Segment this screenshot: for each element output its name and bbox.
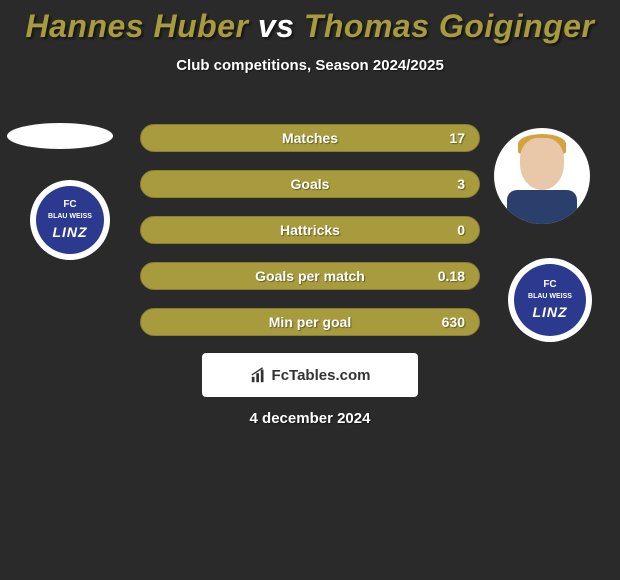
logo-linz: LINZ xyxy=(52,224,87,241)
logo-middle: BLAU WEISS xyxy=(48,213,92,221)
vs-text: vs xyxy=(258,8,295,44)
logo-middle: BLAU WEISS xyxy=(528,293,572,301)
date: 4 december 2024 xyxy=(250,410,371,427)
stat-bar-goals: Goals 3 xyxy=(140,170,480,198)
page-title: Hannes Huber vs Thomas Goiginger xyxy=(0,0,620,45)
club-logo-inner: FC BLAU WEISS LINZ xyxy=(36,186,104,254)
stat-label: Matches xyxy=(282,130,338,146)
watermark-text: FcTables.com xyxy=(272,367,371,384)
stats-container: Matches 17 Goals 3 Hattricks 0 Goals per… xyxy=(140,124,480,354)
chart-icon xyxy=(250,366,268,384)
player1-avatar xyxy=(7,123,113,149)
logo-fc: FC xyxy=(63,199,76,211)
logo-linz: LINZ xyxy=(532,304,567,321)
player2-club-logo: FC BLAU WEISS LINZ xyxy=(508,258,592,342)
stat-bar-goals-per-match: Goals per match 0.18 xyxy=(140,262,480,290)
player1-club-logo: FC BLAU WEISS LINZ xyxy=(30,180,110,260)
player2-avatar xyxy=(494,128,590,224)
stat-label: Goals xyxy=(291,176,330,192)
stat-bar-hattricks: Hattricks 0 xyxy=(140,216,480,244)
logo-fc: FC xyxy=(543,279,556,291)
stat-value: 0 xyxy=(457,222,465,238)
stat-value: 0.18 xyxy=(438,268,465,284)
stat-value: 630 xyxy=(442,314,465,330)
stat-value: 17 xyxy=(449,130,465,146)
player1-name: Hannes Huber xyxy=(26,8,249,44)
stat-bar-matches: Matches 17 xyxy=(140,124,480,152)
watermark: FcTables.com xyxy=(202,353,418,397)
stat-label: Goals per match xyxy=(255,268,365,284)
avatar-body xyxy=(507,190,577,224)
stat-label: Min per goal xyxy=(269,314,351,330)
avatar-head xyxy=(520,138,564,190)
stat-value: 3 xyxy=(457,176,465,192)
club-logo-inner: FC BLAU WEISS LINZ xyxy=(514,264,586,336)
subtitle: Club competitions, Season 2024/2025 xyxy=(0,57,620,74)
stat-label: Hattricks xyxy=(280,222,340,238)
stat-bar-min-per-goal: Min per goal 630 xyxy=(140,308,480,336)
player2-name: Thomas Goiginger xyxy=(304,8,595,44)
